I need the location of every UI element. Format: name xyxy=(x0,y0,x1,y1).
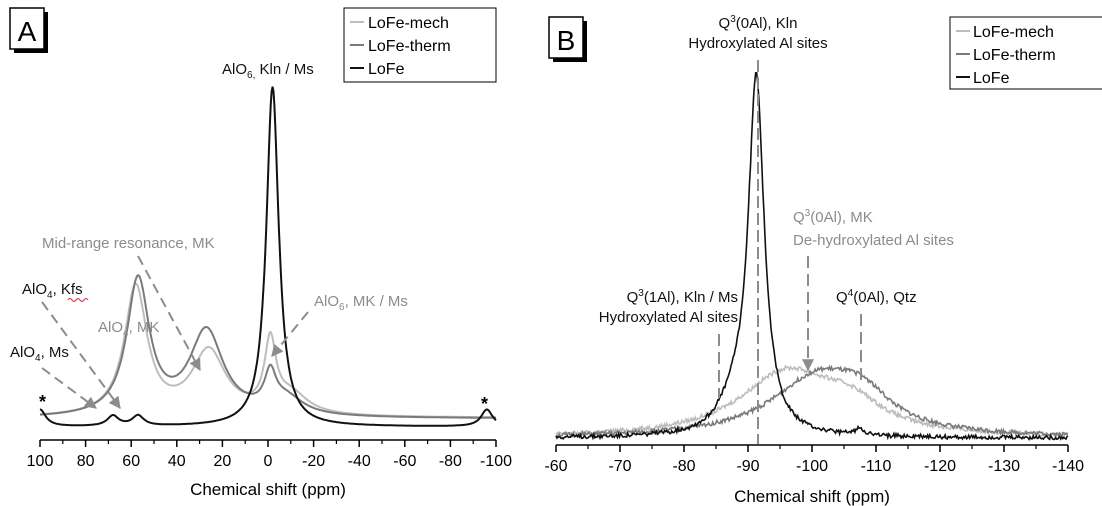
x-tick-label: -110 xyxy=(861,458,892,475)
x-tick-label: 60 xyxy=(122,453,140,470)
panel-a-annotation-mid-range: Mid-range resonance, MK xyxy=(42,235,215,252)
x-tick-label: -60 xyxy=(544,458,567,475)
panel-a-arrow-mid-range xyxy=(137,255,201,372)
panel-a-asterisk-right: * xyxy=(481,394,488,414)
x-tick-label: -100 xyxy=(796,458,828,475)
x-tick-label: -40 xyxy=(348,453,371,470)
panel-a-x-ticks: 100 80 60 40 20 0 -20 -40 -60 -80 -100 xyxy=(27,440,512,470)
panel-a-annotation-alo4-mk: AlO4, MK xyxy=(98,319,159,339)
x-tick-label: -90 xyxy=(736,458,759,475)
panel-b-annotation-q4-0al-qtz: Q4(0Al), Qtz xyxy=(836,288,917,306)
panel-a-annotation-alo4-ms: AlO4, Ms xyxy=(10,344,69,364)
x-tick-label: -80 xyxy=(672,458,695,475)
x-tick-label: 20 xyxy=(214,453,232,470)
panel-a-legend-lofe-therm: LoFe-therm xyxy=(368,38,451,55)
panel-a-label-box xyxy=(9,7,45,50)
panel-a-annotation-alo4-kfs: AlO4, Kfs xyxy=(22,281,83,301)
panel-a-legend-lofe: LoFe xyxy=(368,61,405,78)
panel-b-label: B xyxy=(557,25,576,56)
panel-a-arrow-alo4-ms xyxy=(41,367,97,409)
x-tick-label: -130 xyxy=(988,458,1020,475)
panel-a-legend: LoFe-mech LoFe-therm LoFe xyxy=(343,7,497,83)
panel-a-asterisk-left: * xyxy=(39,392,46,412)
panel-a-arrow-alo6-mk-ms xyxy=(271,311,309,357)
x-tick-label: 80 xyxy=(77,453,95,470)
x-tick-label: 40 xyxy=(168,453,186,470)
panel-a-legend-lofe-mech: LoFe-mech xyxy=(368,15,449,32)
panel-a-annotation-alo6-kln-ms: AlO6, Kln / Ms xyxy=(222,61,314,81)
panel-a: A 100 80 60 40 20 0 -20 -40 -60 -80 -100 Chemical … xyxy=(9,7,512,499)
panel-b-annotation-q3-0al-mk: Q3(0Al), MK xyxy=(793,208,873,226)
panel-a-series-lofe-therm xyxy=(40,274,496,419)
panel-b-label-box xyxy=(548,16,584,59)
panel-b-annotation-q3-1al-line2: Hydroxylated Al sites xyxy=(599,309,738,326)
panel-b-legend: LoFe-mech LoFe-therm LoFe xyxy=(949,16,1102,90)
x-tick-label: -140 xyxy=(1052,458,1084,475)
panel-b-x-axis-label: Chemical shift (ppm) xyxy=(734,487,890,506)
x-tick-label: -60 xyxy=(393,453,416,470)
x-tick-label: 0 xyxy=(264,453,273,470)
panel-b-annotation-q3-0al-kln: Q3(0Al), Kln xyxy=(719,14,798,32)
x-tick-label: -20 xyxy=(302,453,325,470)
panel-a-label: A xyxy=(18,16,37,47)
panel-b-series-lofe-therm xyxy=(555,364,1069,439)
panel-b-legend-lofe: LoFe xyxy=(973,70,1010,87)
x-tick-label: -100 xyxy=(480,453,512,470)
x-tick-label: 100 xyxy=(27,453,54,470)
panel-b-series-lofe xyxy=(555,71,1069,442)
x-tick-label: -120 xyxy=(924,458,956,475)
panel-a-kfs-underline xyxy=(67,297,89,303)
panel-b-annotation-q3-1al: Q3(1Al), Kln / Ms xyxy=(627,288,738,306)
panel-b-legend-lofe-therm: LoFe-therm xyxy=(973,47,1056,64)
panel-b-x-ticks: -60 -70 -80 -90 -100 -110 -120 -130 -140 xyxy=(544,445,1084,475)
panel-b: B -60 -70 -80 -90 -100 -110 -120 -130 -140 Chemi… xyxy=(544,14,1102,506)
panel-b-annotation-q3-0al-mk-line2: De-hydroxylated Al sites xyxy=(793,232,954,249)
x-tick-label: -70 xyxy=(608,458,631,475)
panel-a-series-lofe xyxy=(39,86,497,427)
panel-a-series-lofe-mech xyxy=(40,282,496,419)
panel-b-annotation-q3-0al-kln-line2: Hydroxylated Al sites xyxy=(688,35,827,52)
panel-a-x-axis-label: Chemical shift (ppm) xyxy=(190,480,346,499)
panel-a-annotation-alo6-mk-ms: AlO6, MK / Ms xyxy=(314,293,408,313)
panel-b-legend-lofe-mech: LoFe-mech xyxy=(973,24,1054,41)
panel-a-arrow-alo4-kfs xyxy=(41,301,121,409)
x-tick-label: -80 xyxy=(439,453,462,470)
